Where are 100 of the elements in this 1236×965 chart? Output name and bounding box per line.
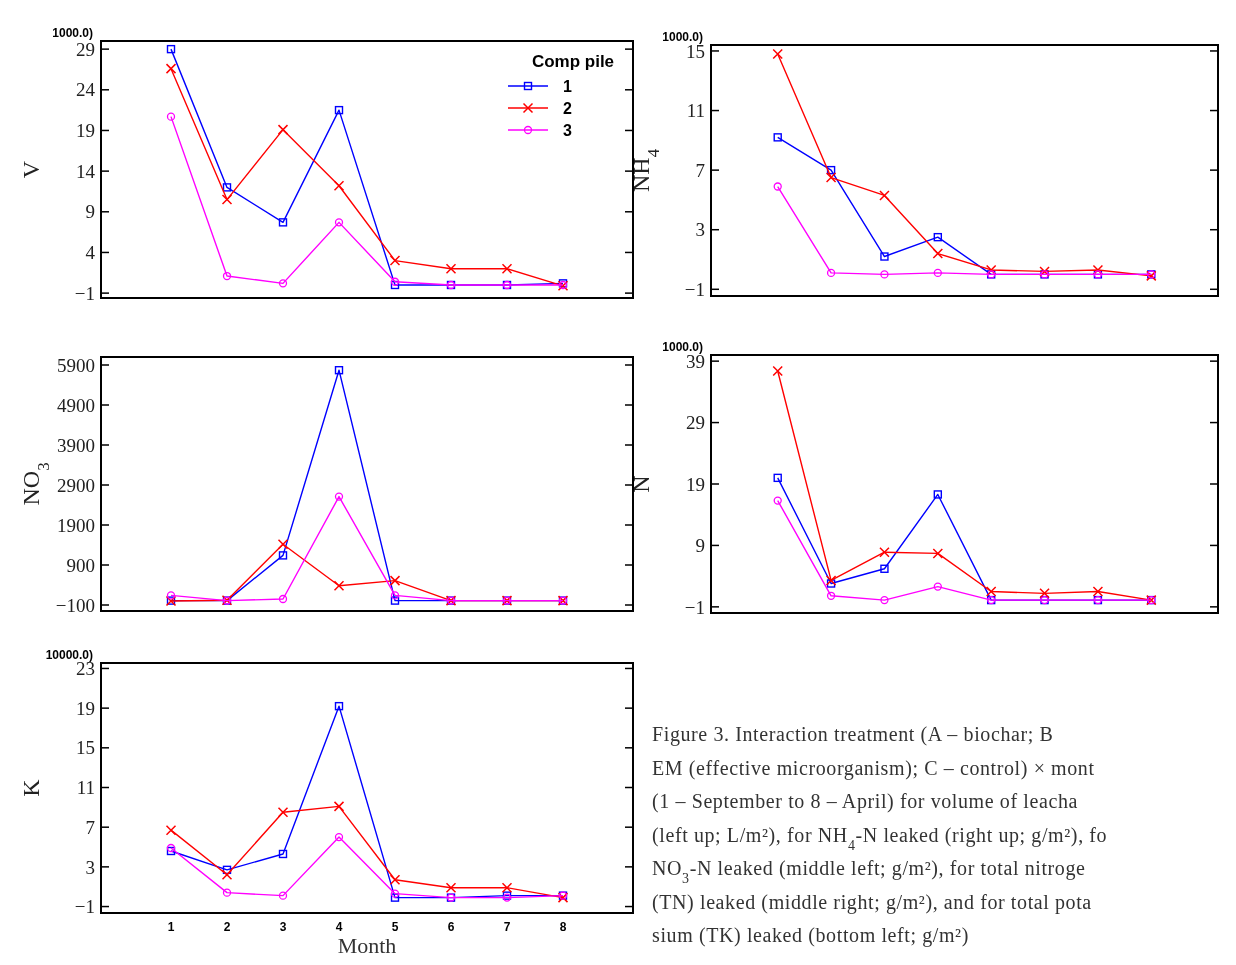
text: EM (effective microorganism); C – control) × mont [652, 756, 1095, 780]
point [277, 538, 289, 550]
point [390, 889, 400, 898]
y-tick-label: 7 [695, 159, 705, 181]
point [221, 869, 233, 881]
point [222, 183, 232, 192]
y-tick-label: −1 [684, 278, 705, 300]
text: 10000.0) [45, 648, 93, 662]
x-tick-label: 1 [167, 920, 175, 934]
text: sium (TK) leaked (bottom left; g/m²) [652, 924, 969, 947]
text: (left up; L/m²), for NH$_{4}$-N leaked (right up; g/m²), fo [652, 823, 1108, 852]
point [334, 832, 344, 842]
x-tick-label: 7 [503, 920, 511, 934]
point [1092, 586, 1104, 597]
y-tick-label: 2900 [57, 474, 95, 496]
y-tick-label: −1 [684, 596, 705, 618]
point [389, 874, 401, 886]
point [166, 112, 176, 121]
point [334, 105, 344, 115]
point [390, 277, 400, 286]
point [773, 496, 782, 505]
point [278, 551, 288, 560]
y-tick-label: −1 [74, 282, 95, 304]
y-axis-title: K [18, 778, 44, 797]
y-tick-label: 5900 [57, 354, 95, 376]
point [166, 591, 176, 600]
point [880, 270, 889, 279]
y-tick-label: 24 [76, 79, 96, 101]
point [278, 849, 288, 859]
point [334, 492, 344, 501]
y-tick-label: 11 [76, 777, 95, 799]
y-tick-label: 29 [686, 412, 705, 434]
point [772, 365, 783, 377]
point [333, 801, 345, 812]
point [222, 271, 232, 281]
y-tick-label: 3900 [57, 434, 95, 456]
y-tick-label: −100 [55, 594, 95, 616]
y-tick-label: 4900 [57, 394, 95, 416]
point [390, 596, 400, 605]
point [933, 232, 943, 242]
x-axis-title: Month [337, 933, 397, 958]
point [333, 580, 345, 592]
legend-title: Comp pile [531, 52, 615, 71]
y-tick-label: 9 [695, 535, 705, 557]
point [277, 124, 289, 135]
point [166, 44, 176, 54]
point [933, 268, 942, 278]
point [445, 263, 457, 274]
text: (TN) leaked (middle right; g/m²), and for total pota [652, 890, 1092, 914]
point [1039, 266, 1050, 277]
point [773, 182, 782, 191]
y-tick-label: 1900 [57, 514, 95, 536]
point [826, 579, 836, 588]
point [932, 548, 944, 559]
point [277, 807, 289, 818]
y-tick-label: 7 [85, 816, 95, 838]
point [222, 865, 232, 875]
point [501, 263, 513, 274]
y-axis-title: N [628, 475, 654, 493]
legend-label: 3 [563, 121, 572, 139]
point [278, 279, 288, 288]
point [334, 218, 344, 227]
text: 1000.0) [52, 26, 93, 40]
point [389, 255, 401, 266]
y-tick-label: 19 [76, 697, 95, 719]
y-tick-label: 3 [85, 856, 95, 878]
point [334, 366, 344, 375]
point [772, 48, 783, 60]
y-tick-label: 900 [66, 554, 95, 576]
y-tick-label: 19 [76, 120, 95, 142]
y-tick-label: 11 [686, 100, 705, 122]
point [985, 586, 997, 597]
point [825, 575, 837, 586]
point [445, 882, 457, 893]
point [165, 63, 177, 74]
point [278, 594, 288, 604]
point [221, 194, 233, 205]
point [933, 582, 942, 591]
y-tick-label: 15 [76, 737, 95, 759]
y-tick-label: 9 [85, 201, 95, 223]
y-tick-label: 3 [695, 219, 705, 241]
point [825, 172, 837, 183]
x-tick-label: 5 [391, 920, 399, 934]
point [333, 180, 345, 192]
point [222, 888, 232, 897]
point [389, 575, 401, 586]
x-tick-label: 2 [223, 920, 231, 934]
point [879, 546, 890, 558]
y-tick-label: −1 [74, 896, 95, 918]
text: (1 – September to 8 – April) for volume of leacha [652, 790, 1078, 813]
point [278, 218, 288, 227]
y-tick-label: 19 [686, 473, 705, 495]
point [501, 882, 513, 893]
x-tick-label: 3 [279, 920, 287, 934]
point [278, 891, 288, 900]
point [880, 595, 889, 605]
point [985, 264, 997, 276]
point [879, 190, 890, 201]
legend-label: 2 [563, 99, 572, 117]
point [773, 473, 782, 483]
